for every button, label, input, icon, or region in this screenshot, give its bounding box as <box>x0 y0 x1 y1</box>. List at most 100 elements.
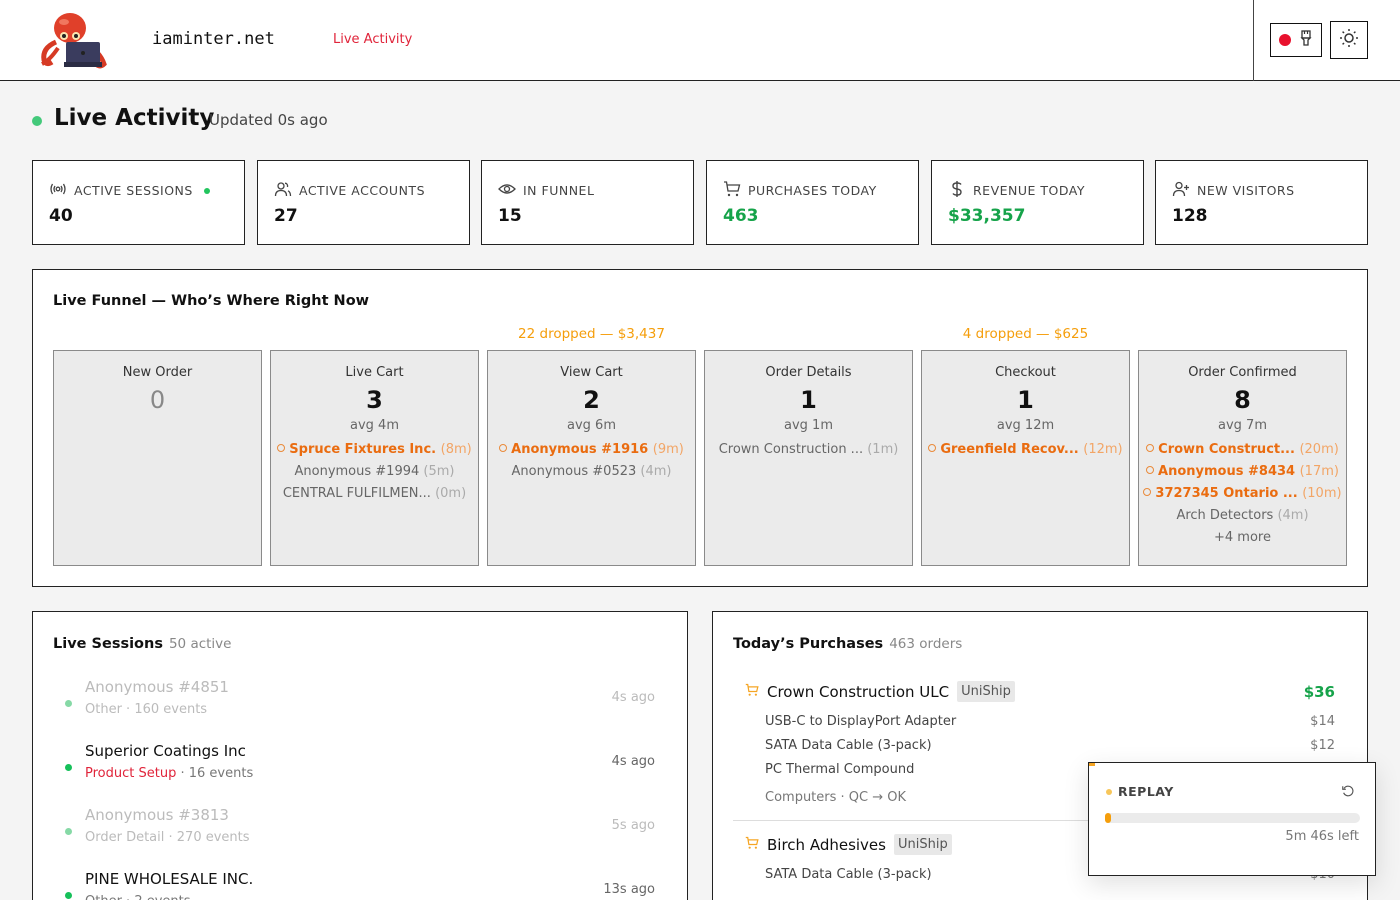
stat-card-active-sessions: ACTIVE SESSIONS 40 <box>32 160 245 245</box>
stage-count: 2 <box>583 386 600 414</box>
session-meta: Other · 2 events <box>85 894 191 900</box>
order-line-item: SATA Data Cable (3-pack) <box>765 738 932 753</box>
stat-label: REVENUE TODAY <box>973 183 1085 198</box>
order-customer: Crown Construction ULC <box>767 682 950 701</box>
cart-icon <box>745 682 759 701</box>
order-meta: Computers · QC → OK <box>765 790 907 805</box>
session-status-dot <box>65 700 72 707</box>
carrier-tag: UniShip <box>893 834 952 855</box>
replay-accent-marker <box>1089 763 1095 766</box>
broadcast-icon <box>49 180 67 201</box>
octopus-logo-icon[interactable] <box>34 8 110 72</box>
stage-name: Live Cart <box>345 365 404 380</box>
funnel-visitor[interactable]: Crown Construction ... (1m) <box>718 442 899 457</box>
order-customer: Birch Adhesives <box>767 835 886 854</box>
session-row[interactable]: Anonymous #4851 Other · 160 events 4s ag… <box>33 672 687 732</box>
order-line-item: USB-C to DisplayPort Adapter <box>765 714 957 729</box>
sessions-count: 50 active <box>168 636 232 652</box>
funnel-visitor[interactable]: Anonymous #0523 (4m) <box>511 464 672 479</box>
sun-icon <box>1339 28 1359 52</box>
replay-progress-bar[interactable] <box>1105 813 1360 823</box>
funnel-visitor[interactable]: 3727345 Ontario ... (10m) <box>1139 483 1346 505</box>
stat-value: $33,357 <box>948 206 1026 226</box>
session-time: 13s ago <box>603 882 655 897</box>
page-title: Live Activity <box>54 105 215 131</box>
session-time: 4s ago <box>611 690 655 705</box>
clock-icon <box>928 444 937 452</box>
stat-label: PURCHASES TODAY <box>748 183 877 198</box>
stage-avg-time: avg 1m <box>784 418 833 433</box>
stage-count: 3 <box>366 386 383 414</box>
order-line-item: SATA Data Cable (3-pack) <box>765 867 932 882</box>
dollar-icon <box>948 180 966 201</box>
purchases-title: Today’s Purchases 463 orders <box>733 636 963 652</box>
stat-card-active-accounts: ACTIVE ACCOUNTS 27 <box>257 160 470 245</box>
stage-name: Order Details <box>765 365 852 380</box>
top-navigation-bar: iaminter.net Live Activity <box>0 0 1400 81</box>
stat-value: 463 <box>723 206 759 226</box>
session-meta: Other · 160 events <box>85 702 208 717</box>
session-name: Anonymous #3813 <box>85 806 229 824</box>
funnel-visitor[interactable]: Arch Detectors (4m) <box>1176 508 1309 523</box>
record-brush-button[interactable] <box>1270 23 1322 57</box>
stage-avg-time: avg 7m <box>1218 418 1267 433</box>
session-row[interactable]: PINE WHOLESALE INC. Other · 2 events 13s… <box>33 864 687 900</box>
replay-progress-fill <box>1105 813 1111 823</box>
stage-name: View Cart <box>560 365 623 380</box>
session-row[interactable]: Superior Coatings Inc Product Setup · 16… <box>33 736 687 796</box>
site-name[interactable]: iaminter.net <box>152 29 275 49</box>
session-time: 5s ago <box>611 818 655 833</box>
funnel-stage-order-confirmed[interactable]: Order Confirmed 8 avg 7m Crown Construct… <box>1138 350 1347 566</box>
stage-count: 1 <box>1017 386 1034 414</box>
stage-count: 0 <box>149 386 166 414</box>
funnel-visitor[interactable]: Anonymous #8434 (17m) <box>1139 461 1346 483</box>
funnel-visitor[interactable]: Spruce Fixtures Inc. (8m) <box>271 439 478 461</box>
stage-count: 1 <box>800 386 817 414</box>
clock-icon <box>1143 488 1152 496</box>
stat-value: 15 <box>498 206 522 226</box>
funnel-stage-live-cart[interactable]: Live Cart 3 avg 4m Spruce Fixtures Inc. … <box>270 350 479 566</box>
funnel-visitor[interactable]: Greenfield Recov... (12m) <box>922 439 1129 461</box>
line-item-price: $12 <box>1310 738 1335 753</box>
stage-name: Checkout <box>995 365 1056 380</box>
restart-icon[interactable] <box>1341 783 1357 799</box>
stat-label: ACTIVE SESSIONS <box>74 183 193 198</box>
dropped-annotation: 22 dropped — $3,437 <box>518 326 665 342</box>
stage-name: Order Confirmed <box>1188 365 1297 380</box>
stat-label: NEW VISITORS <box>1197 183 1295 198</box>
funnel-visitor[interactable]: Anonymous #1994 (5m) <box>294 464 455 479</box>
order-header[interactable]: Birch Adhesives UniShip <box>745 834 952 855</box>
funnel-visitor[interactable]: Crown Construct... (20m) <box>1139 439 1346 461</box>
funnel-stage-view-cart[interactable]: View Cart 2 avg 6m Anonymous #1916 (9m) … <box>487 350 696 566</box>
replay-label: REPLAY <box>1118 784 1174 799</box>
stat-value: 40 <box>49 206 73 226</box>
updated-timestamp: Updated 0s ago <box>209 111 328 129</box>
stat-card-revenue-today: REVENUE TODAY $33,357 <box>931 160 1144 245</box>
session-meta: Order Detail · 270 events <box>85 830 250 845</box>
users-icon <box>274 180 292 201</box>
funnel-stage-checkout[interactable]: Checkout 1 avg 12m Greenfield Recov... (… <box>921 350 1130 566</box>
theme-toggle-button[interactable] <box>1330 21 1368 59</box>
order-header[interactable]: Crown Construction ULC UniShip <box>745 681 1015 702</box>
user-plus-icon <box>1172 180 1190 201</box>
funnel-stage-new-order[interactable]: New Order 0 <box>53 350 262 566</box>
live-indicator-dot <box>203 187 210 194</box>
nav-link-live-activity[interactable]: Live Activity <box>333 32 413 47</box>
replay-status-dot <box>1106 789 1112 795</box>
funnel-visitor[interactable]: CENTRAL FULFILMEN... (0m) <box>282 486 467 501</box>
session-name: Anonymous #4851 <box>85 678 229 696</box>
stat-value: 128 <box>1172 206 1208 226</box>
clock-icon <box>277 444 286 452</box>
eye-icon <box>498 180 516 201</box>
stat-card-in-funnel: IN FUNNEL 15 <box>481 160 694 245</box>
live-status-dot <box>32 116 42 126</box>
funnel-stage-order-details[interactable]: Order Details 1 avg 1m Crown Constructio… <box>704 350 913 566</box>
stage-avg-time: avg 12m <box>996 418 1055 433</box>
funnel-visitor[interactable]: Anonymous #1916 (9m) <box>488 439 695 461</box>
session-row[interactable]: Anonymous #3813 Order Detail · 270 event… <box>33 800 687 860</box>
more-visitors-link[interactable]: +4 more <box>1214 530 1271 545</box>
stat-label: IN FUNNEL <box>523 183 595 198</box>
paintbrush-icon <box>1299 30 1313 50</box>
replay-widget: REPLAY 5m 46s left <box>1088 762 1376 876</box>
session-name: PINE WHOLESALE INC. <box>85 870 254 888</box>
